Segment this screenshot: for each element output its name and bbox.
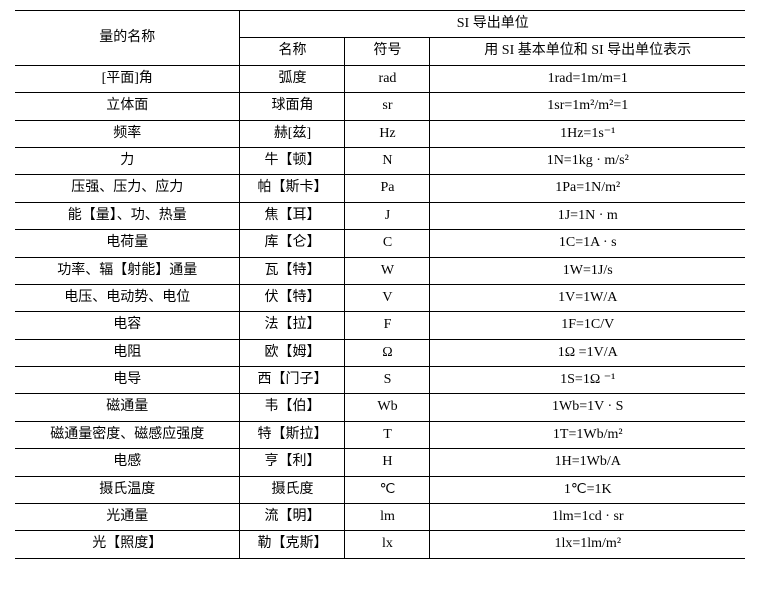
cell-name: 亨【利】 bbox=[240, 449, 345, 476]
table-row: 功率、辐【射能】通量瓦【特】W1W=1J/s bbox=[15, 257, 745, 284]
col-header-symbol: 符号 bbox=[345, 38, 430, 65]
cell-expr: 1C=1A · s bbox=[430, 230, 745, 257]
cell-quantity: 立体面 bbox=[15, 93, 240, 120]
cell-name: 勒【克斯】 bbox=[240, 531, 345, 558]
cell-expr: 1H=1Wb/A bbox=[430, 449, 745, 476]
si-derived-units-table: 量的名称SI 导出单位名称符号用 SI 基本单位和 SI 导出单位表示[平面]角… bbox=[15, 10, 745, 559]
cell-symbol: F bbox=[345, 312, 430, 339]
cell-expr: 1Ω =1V/A bbox=[430, 339, 745, 366]
table-row: 频率赫[兹]Hz1Hz=1s⁻¹ bbox=[15, 120, 745, 147]
cell-symbol: Pa bbox=[345, 175, 430, 202]
cell-expr: 1W=1J/s bbox=[430, 257, 745, 284]
cell-symbol: Ω bbox=[345, 339, 430, 366]
table-row: 电导西【门子】S1S=1Ω ⁻¹ bbox=[15, 367, 745, 394]
cell-symbol: lm bbox=[345, 504, 430, 531]
table-row: 光通量流【明】lm1lm=1cd · sr bbox=[15, 504, 745, 531]
cell-expr: 1sr=1m²/m²=1 bbox=[430, 93, 745, 120]
cell-quantity: 磁通量密度、磁感应强度 bbox=[15, 421, 240, 448]
cell-name: 帕【斯卡】 bbox=[240, 175, 345, 202]
table-row: 压强、压力、应力帕【斯卡】Pa1Pa=1N/m² bbox=[15, 175, 745, 202]
table-row: 光【照度】勒【克斯】lx1lx=1lm/m² bbox=[15, 531, 745, 558]
cell-symbol: sr bbox=[345, 93, 430, 120]
table-row: 电感亨【利】H1H=1Wb/A bbox=[15, 449, 745, 476]
cell-name: 韦【伯】 bbox=[240, 394, 345, 421]
cell-expr: 1N=1kg · m/s² bbox=[430, 147, 745, 174]
cell-expr: 1T=1Wb/m² bbox=[430, 421, 745, 448]
cell-name: 球面角 bbox=[240, 93, 345, 120]
cell-expr: 1rad=1m/m=1 bbox=[430, 65, 745, 92]
cell-name: 赫[兹] bbox=[240, 120, 345, 147]
table-row: 磁通量密度、磁感应强度特【斯拉】T1T=1Wb/m² bbox=[15, 421, 745, 448]
cell-expr: 1Hz=1s⁻¹ bbox=[430, 120, 745, 147]
table-row: 能【量】、功、热量焦【耳】J1J=1N · m bbox=[15, 202, 745, 229]
table-row: 电荷量库【仑】C1C=1A · s bbox=[15, 230, 745, 257]
cell-symbol: Hz bbox=[345, 120, 430, 147]
cell-name: 瓦【特】 bbox=[240, 257, 345, 284]
cell-expr: 1Pa=1N/m² bbox=[430, 175, 745, 202]
cell-name: 焦【耳】 bbox=[240, 202, 345, 229]
cell-symbol: H bbox=[345, 449, 430, 476]
cell-symbol: V bbox=[345, 284, 430, 311]
col-header-quantity: 量的名称 bbox=[15, 11, 240, 66]
cell-name: 法【拉】 bbox=[240, 312, 345, 339]
cell-name: 牛【顿】 bbox=[240, 147, 345, 174]
cell-name: 伏【特】 bbox=[240, 284, 345, 311]
cell-quantity: 力 bbox=[15, 147, 240, 174]
table-row: 摄氏温度摄氏度℃1℃=1K bbox=[15, 476, 745, 503]
table-row: 电压、电动势、电位伏【特】V1V=1W/A bbox=[15, 284, 745, 311]
col-header-si-group: SI 导出单位 bbox=[240, 11, 745, 38]
cell-expr: 1S=1Ω ⁻¹ bbox=[430, 367, 745, 394]
cell-expr: 1Wb=1V · S bbox=[430, 394, 745, 421]
cell-name: 摄氏度 bbox=[240, 476, 345, 503]
cell-symbol: W bbox=[345, 257, 430, 284]
cell-quantity: 光【照度】 bbox=[15, 531, 240, 558]
cell-symbol: C bbox=[345, 230, 430, 257]
cell-name: 欧【姆】 bbox=[240, 339, 345, 366]
table-row: 磁通量韦【伯】Wb1Wb=1V · S bbox=[15, 394, 745, 421]
cell-quantity: 光通量 bbox=[15, 504, 240, 531]
cell-expr: 1℃=1K bbox=[430, 476, 745, 503]
cell-expr: 1J=1N · m bbox=[430, 202, 745, 229]
cell-quantity: 电导 bbox=[15, 367, 240, 394]
cell-quantity: 电感 bbox=[15, 449, 240, 476]
table-row: 电容法【拉】F1F=1C/V bbox=[15, 312, 745, 339]
cell-symbol: rad bbox=[345, 65, 430, 92]
cell-quantity: 频率 bbox=[15, 120, 240, 147]
cell-name: 弧度 bbox=[240, 65, 345, 92]
cell-name: 库【仑】 bbox=[240, 230, 345, 257]
cell-symbol: ℃ bbox=[345, 476, 430, 503]
cell-name: 特【斯拉】 bbox=[240, 421, 345, 448]
cell-symbol: T bbox=[345, 421, 430, 448]
cell-name: 西【门子】 bbox=[240, 367, 345, 394]
cell-quantity: 电阻 bbox=[15, 339, 240, 366]
cell-quantity: 能【量】、功、热量 bbox=[15, 202, 240, 229]
cell-quantity: 磁通量 bbox=[15, 394, 240, 421]
cell-expr: 1V=1W/A bbox=[430, 284, 745, 311]
cell-symbol: J bbox=[345, 202, 430, 229]
cell-quantity: 电压、电动势、电位 bbox=[15, 284, 240, 311]
cell-name: 流【明】 bbox=[240, 504, 345, 531]
cell-symbol: lx bbox=[345, 531, 430, 558]
table-row: 力牛【顿】N1N=1kg · m/s² bbox=[15, 147, 745, 174]
cell-symbol: S bbox=[345, 367, 430, 394]
table-row: 立体面球面角sr1sr=1m²/m²=1 bbox=[15, 93, 745, 120]
col-header-expr: 用 SI 基本单位和 SI 导出单位表示 bbox=[430, 38, 745, 65]
table-row: 电阻欧【姆】Ω1Ω =1V/A bbox=[15, 339, 745, 366]
cell-quantity: 摄氏温度 bbox=[15, 476, 240, 503]
table-row: [平面]角弧度rad1rad=1m/m=1 bbox=[15, 65, 745, 92]
col-header-name: 名称 bbox=[240, 38, 345, 65]
cell-symbol: N bbox=[345, 147, 430, 174]
cell-quantity: [平面]角 bbox=[15, 65, 240, 92]
cell-symbol: Wb bbox=[345, 394, 430, 421]
cell-quantity: 压强、压力、应力 bbox=[15, 175, 240, 202]
cell-quantity: 功率、辐【射能】通量 bbox=[15, 257, 240, 284]
cell-quantity: 电容 bbox=[15, 312, 240, 339]
cell-expr: 1F=1C/V bbox=[430, 312, 745, 339]
cell-expr: 1lx=1lm/m² bbox=[430, 531, 745, 558]
cell-quantity: 电荷量 bbox=[15, 230, 240, 257]
cell-expr: 1lm=1cd · sr bbox=[430, 504, 745, 531]
